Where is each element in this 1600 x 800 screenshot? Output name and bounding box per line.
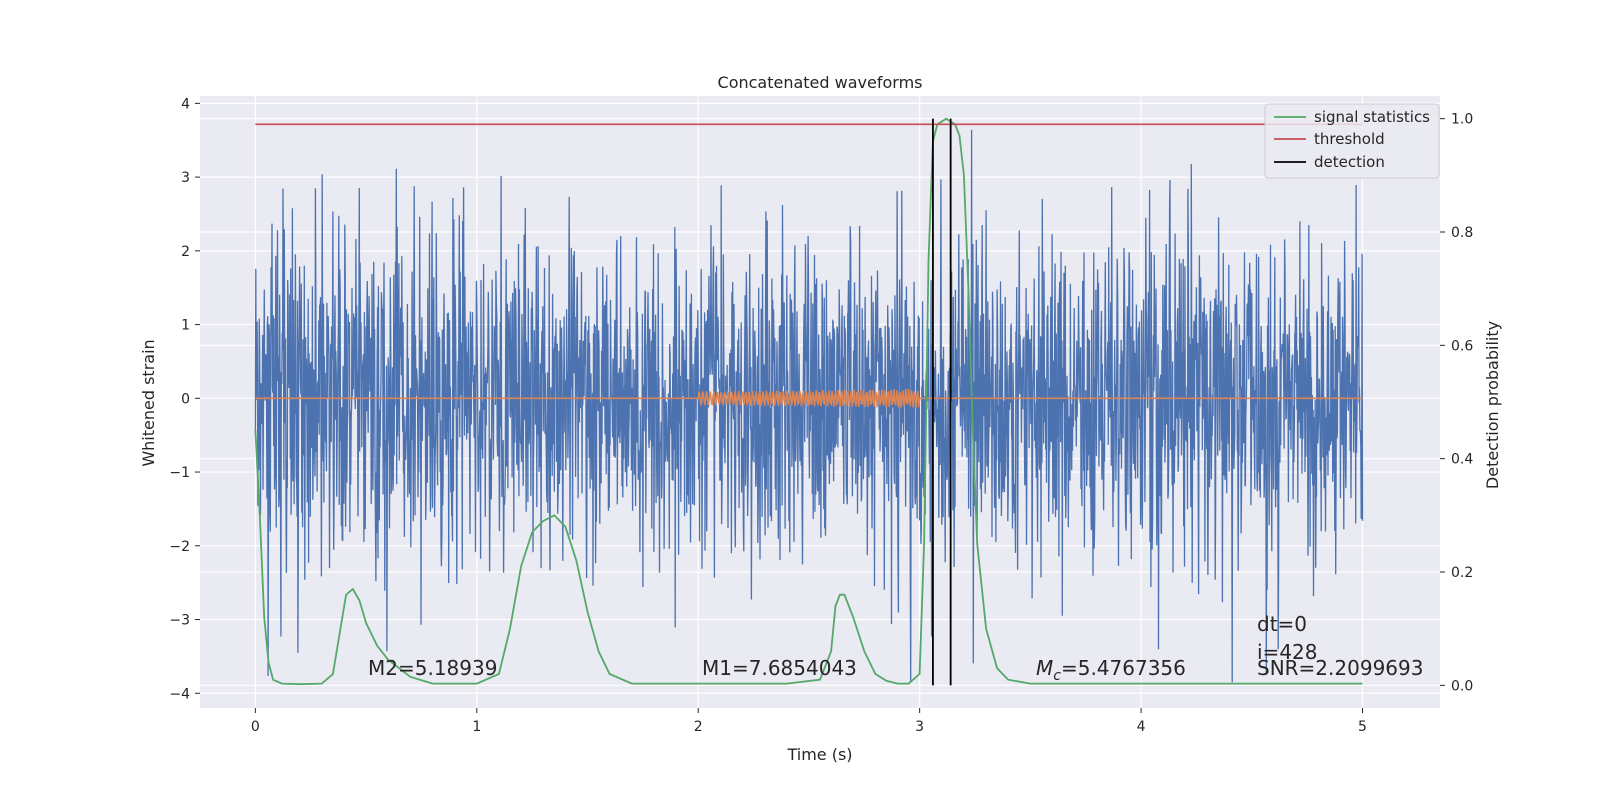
x-tick-label: 0 [251, 719, 260, 735]
y-left-tick-label: −3 [169, 613, 190, 629]
legend-box [1264, 103, 1440, 179]
y-left-tick-label: −1 [169, 465, 190, 481]
y-left-tick-label: −2 [169, 539, 190, 555]
annotation-mc-value: =5.4767356 [1061, 656, 1186, 680]
x-tick-label: 5 [1358, 719, 1367, 735]
legend: signal statistics threshold detection [1264, 103, 1440, 179]
legend-threshold-label: threshold [1314, 130, 1385, 148]
y-right-tick-label: 0.4 [1451, 452, 1473, 468]
y-axis-right-label: Detection probability [1483, 321, 1502, 489]
annotation-snr: SNR=2.2099693 [1257, 656, 1423, 680]
annotation-i: i=428 [1257, 640, 1318, 664]
x-tick-label: 1 [472, 719, 481, 735]
legend-signal-statistics-label: signal statistics [1314, 108, 1430, 126]
signal-statistics-line [254, 117, 1363, 686]
annotation-mc: Mc=5.4767356 [1036, 656, 1186, 684]
x-axis-label: Time (s) [786, 745, 852, 764]
x-tick-label: 3 [915, 719, 924, 735]
y-right-tick-label: 1.0 [1451, 112, 1473, 128]
y-right-tick-label: 0.2 [1451, 565, 1473, 581]
annotation-m1: M1=7.6854043 [702, 656, 857, 680]
annotation-mc-subscript: c [1053, 668, 1061, 684]
annotation-dt: dt=0 [1257, 612, 1307, 636]
y-left-tick-label: 3 [181, 170, 190, 186]
y-right-tick-label: 0.6 [1451, 338, 1473, 354]
injection-series [255, 388, 1363, 408]
chart-title: Concatenated waveforms [718, 73, 923, 92]
y-left-tick-label: 1 [181, 318, 190, 334]
y-right-tick-label: 0.0 [1451, 678, 1473, 694]
annotation-m2: M2=5.18939 [368, 656, 497, 680]
injection-line [255, 388, 1363, 408]
y-right-tick-label: 0.8 [1451, 225, 1473, 241]
annotation-mc-symbol: M [1036, 656, 1053, 680]
legend-detection-label: detection [1314, 153, 1385, 171]
x-tick-label: 2 [694, 719, 703, 735]
y-left-tick-label: 0 [181, 391, 190, 407]
y-left-tick-label: 2 [181, 244, 190, 260]
detection-probability-series [254, 117, 1363, 686]
y-left-tick-label: 4 [181, 96, 190, 112]
y-left-tick-label: −4 [169, 686, 190, 702]
axis-ticks: 0 1 2 3 4 5 −4 −3 −2 −1 0 1 2 3 4 0.0 0.2 0.4 0.6 0.8 1.0 [169, 96, 1473, 735]
strain-line [254, 129, 1364, 683]
y-axis-left-label: Whitened strain [139, 339, 158, 466]
x-tick-label: 4 [1137, 719, 1146, 735]
strain-series [254, 129, 1364, 683]
